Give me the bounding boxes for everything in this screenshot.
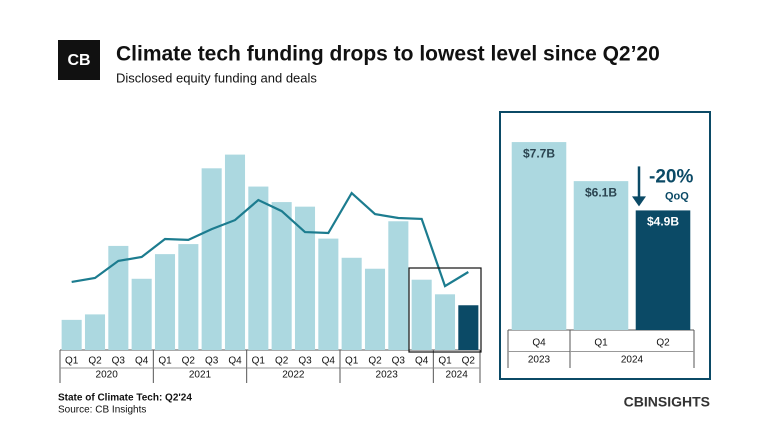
value-label: $6.1B — [585, 185, 617, 199]
x-tick-label: Q3 — [112, 356, 126, 367]
footer-report: State of Climate Tech: Q2'24 — [58, 393, 192, 404]
bar — [341, 257, 362, 350]
chart-title: Climate tech funding drops to lowest lev… — [116, 43, 660, 66]
bar — [61, 319, 82, 350]
group-label: 2023 — [376, 370, 399, 381]
group-label: 2024 — [446, 370, 469, 381]
bar — [458, 305, 479, 350]
brand: CBINSIGHTS — [624, 394, 710, 410]
value-label: $7.7B — [523, 146, 555, 160]
bar — [434, 294, 456, 350]
group-label: 2022 — [282, 370, 305, 381]
x-tick-label: Q4 — [228, 356, 242, 367]
group-label: 2024 — [621, 355, 644, 366]
x-tick-label: Q1 — [252, 356, 266, 367]
annotation: -20% — [649, 166, 693, 187]
x-tick-label: Q2 — [275, 356, 289, 367]
x-tick-label: Q1 — [438, 356, 452, 367]
group-label: 2023 — [528, 355, 551, 366]
x-tick-label: Q3 — [298, 356, 312, 367]
bar — [635, 210, 691, 330]
bar — [201, 168, 222, 350]
x-tick-label: Q1 — [65, 356, 79, 367]
x-tick-label: Q1 — [158, 356, 172, 367]
bar — [248, 186, 269, 350]
bar — [108, 245, 129, 350]
x-tick-label: Q3 — [392, 356, 406, 367]
bar — [178, 244, 199, 350]
bar — [573, 181, 629, 330]
logo-box — [58, 40, 100, 80]
x-tick-label: Q1 — [594, 338, 608, 349]
bar — [411, 279, 432, 350]
x-tick-label: Q2 — [656, 338, 670, 349]
chart-subtitle: Disclosed equity funding and deals — [116, 70, 317, 85]
bar — [511, 142, 567, 330]
bar — [131, 278, 152, 350]
footer-source: Source: CB Insights — [58, 405, 146, 416]
arrow-head — [632, 196, 646, 207]
bar — [318, 238, 339, 350]
x-tick-label: Q4 — [135, 356, 149, 367]
bar — [388, 221, 409, 350]
bar — [224, 154, 246, 350]
inset-frame — [499, 111, 711, 380]
x-tick-label: Q2 — [182, 356, 196, 367]
x-tick-label: Q3 — [205, 356, 219, 367]
deals-line — [71, 191, 469, 288]
highlight-box — [408, 267, 482, 353]
value-label: $4.9B — [647, 215, 679, 229]
bar — [364, 268, 386, 350]
group-label: 2021 — [189, 370, 212, 381]
x-tick-label: Q2 — [368, 356, 382, 367]
bar — [84, 314, 106, 350]
x-tick-label: Q1 — [345, 356, 359, 367]
x-tick-label: Q2 — [462, 356, 476, 367]
logo: CB — [67, 52, 90, 69]
x-tick-label: Q4 — [415, 356, 429, 367]
group-label: 2020 — [96, 370, 119, 381]
bar — [294, 206, 316, 350]
x-tick-label: Q4 — [322, 356, 336, 367]
x-tick-label: Q4 — [532, 338, 546, 349]
bar — [271, 202, 292, 350]
annotation-sub: QoQ — [665, 190, 689, 202]
x-tick-label: Q2 — [88, 356, 102, 367]
bar — [154, 254, 176, 350]
